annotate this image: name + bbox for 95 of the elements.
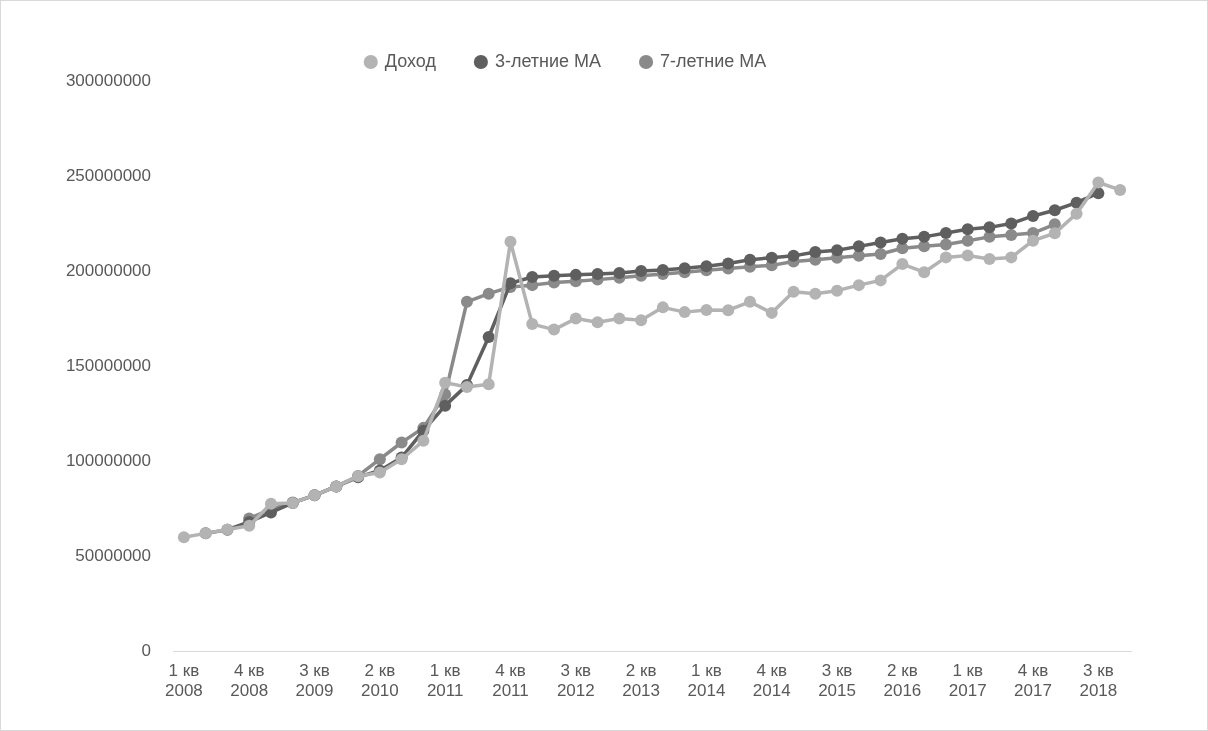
x-tick-label: 3 кв 2018	[1079, 661, 1118, 701]
x-tick-label: 4 кв 2017	[1014, 661, 1052, 701]
x-tick-label: 2 кв 2016	[883, 661, 922, 701]
point	[765, 306, 778, 319]
x-tick-label: 2 кв 2010	[360, 661, 399, 701]
point	[700, 260, 713, 273]
point	[983, 221, 996, 234]
point	[961, 249, 974, 262]
point	[482, 331, 495, 344]
point	[852, 240, 865, 253]
point	[787, 285, 800, 298]
point	[722, 257, 735, 270]
point	[504, 235, 517, 248]
x-tick-label: 1 кв 2017	[948, 661, 987, 701]
x-tick-label: 3 кв 2015	[818, 661, 856, 701]
point	[939, 238, 952, 251]
point	[1048, 227, 1061, 240]
y-tick-label: 50000000	[75, 545, 151, 565]
point	[743, 253, 756, 266]
point	[1070, 207, 1083, 220]
point	[852, 279, 865, 292]
point	[656, 264, 669, 277]
point	[1027, 209, 1040, 222]
point	[961, 234, 974, 247]
legend-label: 3-летние МА	[494, 50, 602, 71]
point	[482, 287, 495, 300]
point	[656, 301, 669, 314]
x-tick-label: 1 кв 2014	[687, 661, 726, 701]
point	[613, 312, 626, 325]
point	[526, 270, 539, 283]
legend-label: Доход	[384, 50, 437, 71]
point	[765, 251, 778, 264]
x-tick-label: 4 кв 2008	[230, 661, 269, 701]
x-tick-label: 1 кв 2008	[164, 661, 203, 701]
point	[918, 266, 931, 279]
point	[722, 304, 735, 317]
point	[1092, 176, 1105, 189]
point	[809, 287, 822, 300]
point	[569, 312, 582, 325]
point	[177, 531, 190, 544]
point	[809, 246, 822, 259]
point	[983, 253, 996, 266]
point	[874, 274, 887, 287]
point	[548, 323, 561, 336]
point	[460, 295, 473, 308]
y-tick-label: 300000000	[65, 70, 151, 90]
point	[1027, 234, 1040, 247]
point	[395, 436, 408, 449]
point	[243, 519, 256, 532]
point	[439, 399, 452, 412]
y-tick-label: 150000000	[65, 355, 151, 375]
point	[591, 316, 604, 329]
point	[613, 266, 626, 279]
point	[939, 251, 952, 264]
point	[548, 269, 561, 282]
point	[896, 258, 909, 271]
x-tick-label: 4 кв 2011	[492, 661, 529, 701]
point	[635, 314, 648, 327]
point	[939, 227, 952, 240]
point	[874, 247, 887, 260]
point	[1114, 183, 1127, 196]
point	[439, 376, 452, 389]
point	[635, 265, 648, 278]
y-tick-label: 200000000	[65, 260, 151, 280]
point	[678, 306, 691, 319]
point	[417, 434, 430, 447]
point	[743, 295, 756, 308]
point	[831, 284, 844, 297]
x-tick-label: 1 кв 2011	[426, 661, 464, 701]
point	[700, 304, 713, 317]
point	[874, 236, 887, 249]
y-tick-label: 100000000	[65, 450, 151, 470]
y-tick-label: 0	[141, 640, 151, 660]
point	[961, 223, 974, 236]
point	[1005, 251, 1018, 264]
point	[526, 318, 539, 331]
point	[1005, 217, 1018, 230]
x-tick-label: 2 кв 2013	[622, 661, 661, 701]
point	[1048, 204, 1061, 217]
point	[896, 232, 909, 245]
point	[678, 262, 691, 275]
point	[373, 453, 386, 466]
x-tick-label: 3 кв 2012	[556, 661, 595, 701]
point	[264, 497, 277, 510]
point	[482, 378, 495, 391]
point	[569, 268, 582, 281]
point	[787, 249, 800, 262]
point	[831, 244, 844, 257]
x-tick-label: 3 кв 2009	[295, 661, 334, 701]
y-tick-label: 250000000	[65, 165, 151, 185]
x-tick-label: 4 кв 2014	[752, 661, 791, 701]
point	[591, 267, 604, 280]
legend-label: 7-летние МА	[660, 50, 767, 71]
point	[1005, 228, 1018, 241]
point	[918, 230, 931, 243]
